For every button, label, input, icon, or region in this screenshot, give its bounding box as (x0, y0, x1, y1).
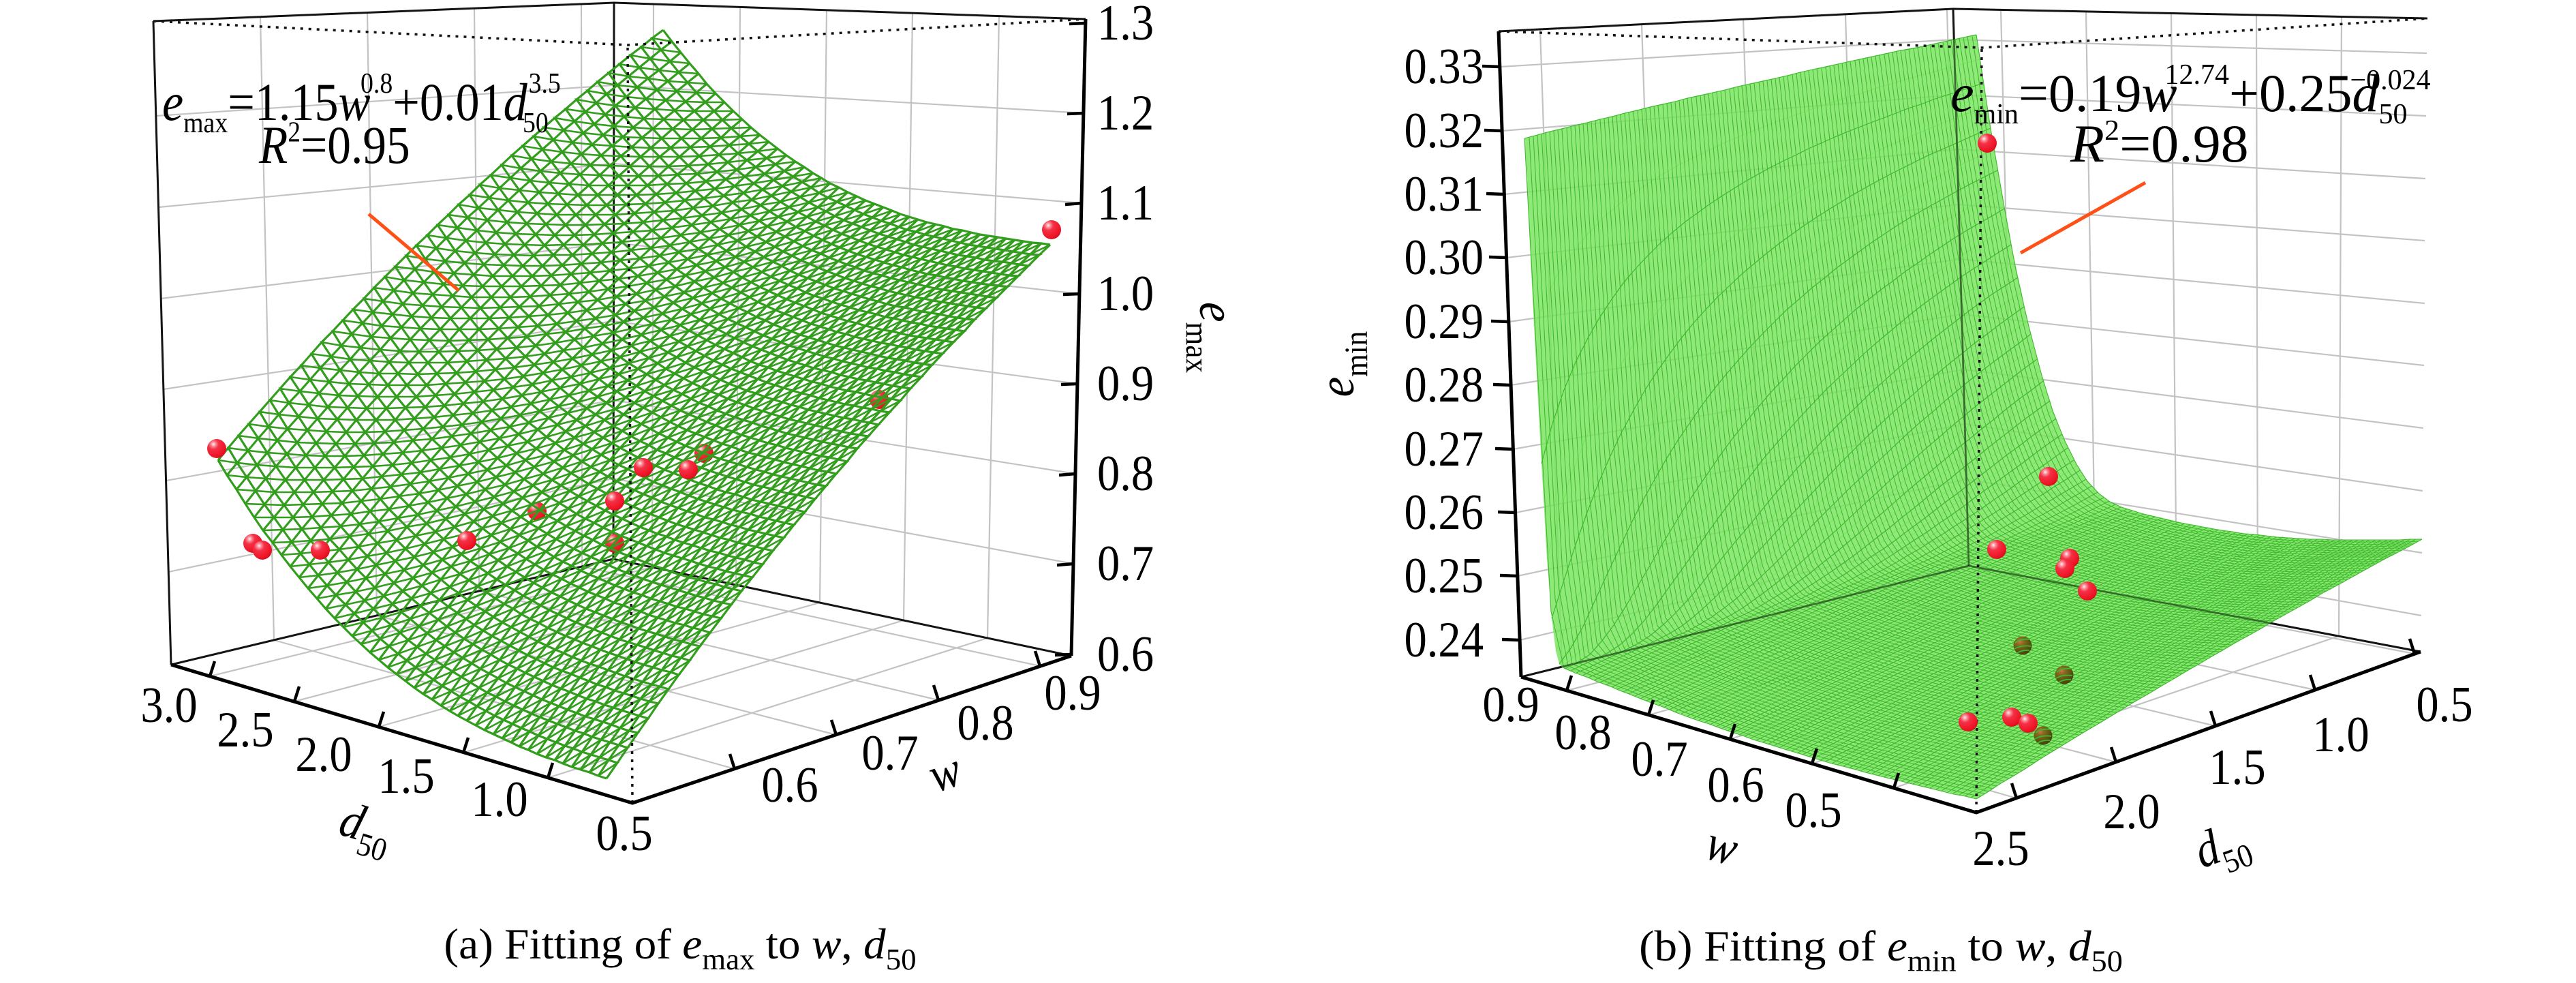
svg-text:0.9: 0.9 (1044, 665, 1101, 721)
svg-text:0.9: 0.9 (1482, 677, 1539, 733)
svg-text:1.0: 1.0 (1097, 266, 1154, 322)
svg-text:R2=0.98: R2=0.98 (2070, 115, 2249, 174)
svg-text:0.7: 0.7 (1631, 731, 1687, 787)
svg-text:2.0: 2.0 (295, 727, 352, 783)
svg-text:0.5: 0.5 (2416, 677, 2472, 733)
svg-text:0.32: 0.32 (1404, 103, 1484, 159)
svg-text:0.8: 0.8 (1554, 705, 1611, 761)
svg-text:0.30: 0.30 (1404, 230, 1484, 286)
svg-text:0.33: 0.33 (1404, 39, 1484, 95)
svg-text:3.0: 3.0 (140, 678, 197, 734)
svg-text:0.31: 0.31 (1404, 166, 1484, 222)
svg-text:1.5: 1.5 (378, 748, 434, 804)
svg-text:0.7: 0.7 (861, 725, 918, 781)
svg-text:0.7: 0.7 (1097, 536, 1154, 592)
svg-text:0.25: 0.25 (1404, 548, 1484, 604)
svg-text:(a) Fitting of emax to w, d50: (a) Fitting of emax to w, d50 (444, 920, 916, 976)
svg-text:0.29: 0.29 (1404, 294, 1484, 350)
svg-text:0.5: 0.5 (596, 806, 652, 862)
svg-text:1.2: 1.2 (1097, 85, 1154, 141)
svg-text:1.5: 1.5 (2209, 740, 2265, 796)
svg-text:emin: emin (1309, 331, 1375, 397)
svg-text:0.24: 0.24 (1404, 612, 1484, 668)
svg-text:0.6: 0.6 (1707, 757, 1764, 813)
svg-text:0.8: 0.8 (1097, 446, 1154, 502)
svg-text:0.9: 0.9 (1097, 356, 1154, 412)
svg-text:0.6: 0.6 (761, 757, 818, 813)
svg-text:0.5: 0.5 (1785, 783, 1841, 838)
svg-text:(b) Fitting of emin to w, d50: (b) Fitting of emin to w, d50 (1639, 922, 2123, 978)
svg-text:1.0: 1.0 (2312, 707, 2369, 763)
svg-text:2.5: 2.5 (1972, 821, 2029, 877)
svg-text:0.28: 0.28 (1404, 357, 1484, 413)
svg-text:d50: d50 (2187, 809, 2258, 888)
svg-text:0.26: 0.26 (1404, 485, 1484, 541)
svg-text:1.3: 1.3 (1097, 0, 1154, 51)
svg-text:0.6: 0.6 (1097, 626, 1154, 682)
svg-text:0.27: 0.27 (1404, 421, 1484, 477)
svg-text:0.8: 0.8 (957, 695, 1013, 751)
svg-text:2.5: 2.5 (217, 702, 273, 758)
svg-text:1.1: 1.1 (1097, 175, 1154, 231)
svg-text:1.0: 1.0 (471, 772, 527, 828)
svg-text:emax: emax (1179, 302, 1244, 373)
svg-text:w: w (1700, 815, 1745, 877)
svg-text:R2=0.95: R2=0.95 (258, 115, 410, 175)
svg-text:emax=1.15w0.8+0.01d3.550: emax=1.15w0.8+0.01d3.5 50 (162, 67, 561, 138)
svg-text:2.0: 2.0 (2103, 784, 2160, 840)
